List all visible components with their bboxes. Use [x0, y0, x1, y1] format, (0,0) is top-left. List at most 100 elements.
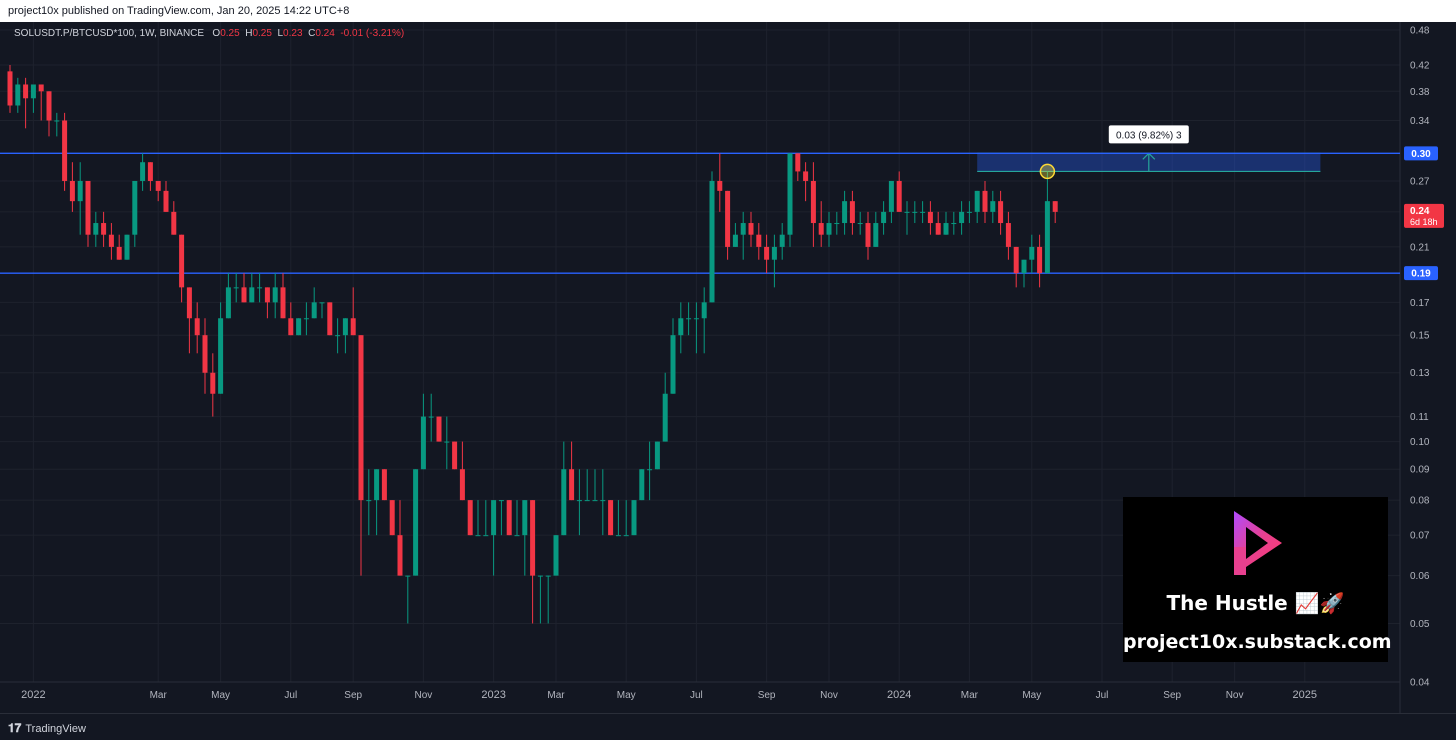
candle-body	[155, 180, 161, 191]
price-tick-label: 0.48	[1410, 26, 1430, 37]
candle-body	[397, 535, 403, 576]
tradingview-mark-icon: 𝟏𝟕	[8, 721, 22, 735]
candle-body	[202, 335, 208, 373]
candle-body	[1037, 246, 1043, 274]
play-logo-icon	[1234, 511, 1282, 575]
candle-body	[943, 223, 949, 235]
price-tick-label: 0.42	[1410, 61, 1430, 72]
price-chart[interactable]: 0.03 (9.82%) 3 0.48 0.42 0.38 0.34 0.30 0.27 0.…	[0, 22, 1456, 713]
candle-body	[93, 223, 99, 235]
promo-card: The Hustle 📈🚀 project10x.substack.com	[1123, 497, 1392, 662]
candle-body	[350, 318, 356, 336]
time-tick-label: 2023	[481, 689, 505, 701]
price-tick-label: 0.27	[1410, 176, 1430, 187]
candle-body	[826, 223, 832, 235]
candle-body	[218, 318, 224, 394]
price-tag-box	[1404, 266, 1438, 281]
candle-body	[569, 469, 575, 501]
candle-body	[576, 500, 582, 502]
candle-body	[740, 223, 746, 235]
candle-body	[701, 302, 707, 319]
price-tick-label: 0.06	[1410, 571, 1430, 582]
candle-body	[779, 234, 785, 247]
last-price-label: 0.24	[1410, 206, 1430, 217]
candle-body	[748, 223, 754, 235]
candle-body	[179, 234, 185, 288]
time-tick-label: May	[211, 690, 230, 701]
candle-body	[405, 575, 411, 577]
price-tick-label: 0.34	[1410, 116, 1430, 127]
candle-body	[756, 234, 762, 247]
candle-body	[420, 416, 426, 470]
low-label: L	[277, 28, 284, 39]
candle-body	[62, 120, 68, 181]
candle-body	[483, 535, 489, 537]
open-value: 0.25	[220, 28, 240, 39]
candle-body	[311, 302, 317, 319]
tradingview-logo[interactable]: 𝟏𝟕 TradingView	[8, 721, 86, 736]
candle-body	[194, 318, 200, 336]
close-label: C	[308, 28, 316, 39]
measure-label-box	[1108, 125, 1189, 144]
candle-body	[873, 223, 879, 247]
time-tick-label: Sep	[1163, 690, 1181, 701]
price-tag-label: 0.30	[1411, 149, 1431, 160]
time-tick-label: Nov	[820, 690, 838, 701]
time-tick-label: 2025	[1293, 689, 1317, 701]
measure-label: 0.03 (9.82%) 3	[1116, 130, 1182, 141]
candle-body	[23, 84, 29, 99]
price-tick-label: 0.10	[1410, 437, 1430, 448]
candle-body	[30, 84, 36, 99]
candle-body	[834, 223, 840, 225]
candle-body	[101, 223, 107, 235]
candle-body	[459, 469, 465, 501]
candle-body	[584, 500, 590, 502]
candle-body	[951, 223, 957, 225]
candle-body	[842, 201, 848, 224]
candle-body	[452, 441, 458, 470]
candle-body	[319, 302, 325, 304]
time-tick-label: Jul	[690, 690, 703, 701]
candle-body	[413, 469, 419, 576]
candle-body	[257, 287, 263, 289]
candle-body	[935, 223, 941, 235]
price-tick-label: 0.04	[1410, 678, 1430, 689]
candle-body	[592, 500, 598, 502]
low-value: 0.23	[283, 28, 303, 39]
time-tick-label: May	[617, 690, 636, 701]
candle-body	[647, 469, 653, 471]
candle-body	[514, 535, 520, 537]
candle-body	[623, 535, 629, 537]
candle-body	[810, 180, 816, 224]
candle-body	[296, 318, 302, 336]
time-tick-label: Jul	[1096, 690, 1109, 701]
candle-body	[865, 223, 871, 247]
candle-body	[288, 318, 294, 336]
promo-url[interactable]: project10x.substack.com	[1123, 631, 1392, 653]
candle-body	[467, 500, 473, 536]
time-tick-label: Mar	[961, 690, 979, 701]
candle-body	[327, 302, 333, 336]
candle-body	[670, 335, 676, 394]
candle-body	[280, 287, 286, 319]
ohlc-legend: SOLUSDT.P/BTCUSD*100, 1W, BINANCE O0.25 …	[14, 28, 404, 39]
time-tick-label: Nov	[415, 690, 433, 701]
candle-body	[849, 201, 855, 224]
candle-body	[920, 211, 926, 213]
open-label: O	[212, 28, 221, 39]
price-tick-label: 0.08	[1410, 496, 1430, 507]
candle-body	[927, 211, 933, 224]
brand-label: TradingView	[25, 722, 86, 735]
candle-body	[116, 246, 122, 260]
candle-body	[272, 287, 278, 303]
last-price-box	[1404, 203, 1444, 228]
price-tick-label: 0.21	[1410, 242, 1430, 253]
candle-body	[912, 211, 918, 213]
candle-body	[545, 575, 551, 577]
footer-bar: 𝟏𝟕 TradingView	[0, 713, 1456, 740]
candle-body	[1021, 259, 1027, 274]
time-tick-label: Nov	[1226, 690, 1244, 701]
candle-body	[374, 469, 380, 501]
candle-body	[108, 234, 114, 247]
candle-body	[233, 287, 239, 289]
